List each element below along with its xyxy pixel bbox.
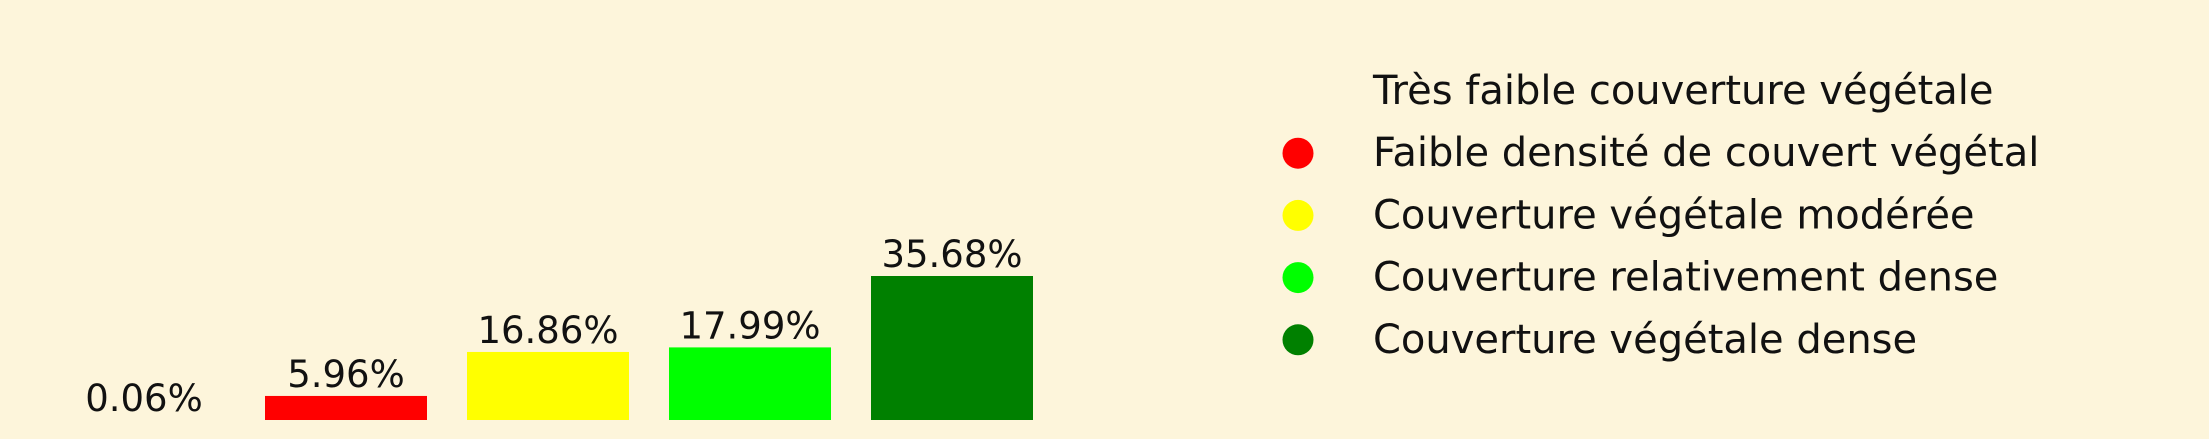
- legend-label-4: Couverture relativement dense: [1373, 255, 1998, 301]
- legend-marker-5: [1283, 324, 1314, 355]
- data-label-3: 16.86%: [477, 309, 618, 352]
- legend-label-2: Faible densité de couvert végétal: [1373, 130, 2039, 176]
- legend-item-5: Couverture végétale dense: [1283, 317, 1918, 363]
- legend-item-4: Couverture relativement dense: [1283, 255, 1999, 301]
- data-label-1: 0.06%: [85, 377, 203, 420]
- legend-label-5: Couverture végétale dense: [1373, 317, 1917, 363]
- legend-item-3: Couverture végétale modérée: [1283, 192, 1975, 238]
- bar-2: [265, 396, 427, 420]
- legend-marker-4: [1283, 262, 1314, 293]
- data-label-2: 5.96%: [287, 353, 405, 396]
- legend-marker-1: [1283, 76, 1314, 107]
- bar-5: [871, 276, 1033, 420]
- legend-marker-2: [1283, 138, 1314, 169]
- data-label-5: 35.68%: [881, 233, 1022, 276]
- legend: Très faible couverture végétale Faible de…: [1283, 68, 2040, 363]
- legend-label-3: Couverture végétale modérée: [1373, 192, 1975, 238]
- data-label-4: 17.99%: [679, 304, 820, 347]
- bar-4: [669, 347, 831, 420]
- legend-marker-3: [1283, 200, 1314, 231]
- legend-label-1: Très faible couverture végétale: [1372, 68, 1994, 114]
- legend-item-1: Très faible couverture végétale: [1283, 68, 1994, 114]
- legend-item-2: Faible densité de couvert végétal: [1283, 130, 2040, 176]
- bar-3: [467, 352, 629, 420]
